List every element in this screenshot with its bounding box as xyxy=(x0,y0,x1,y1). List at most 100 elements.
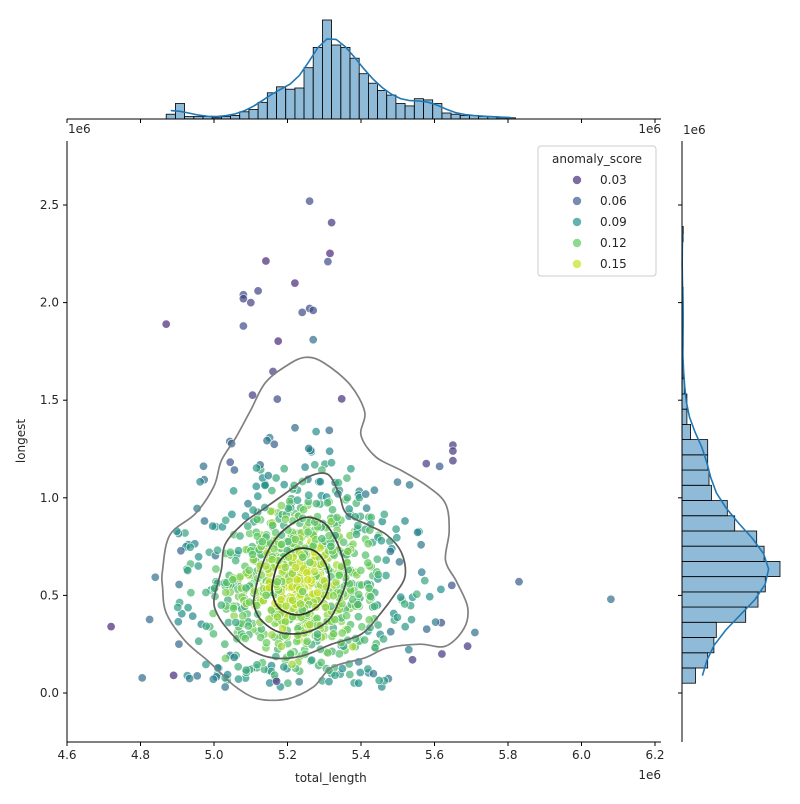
scatter-point xyxy=(447,580,457,590)
scatter-point xyxy=(353,612,363,622)
scatter-point xyxy=(291,562,301,572)
scatter-point xyxy=(373,570,383,580)
scatter-point xyxy=(448,446,458,456)
y-marginal-bar xyxy=(681,667,696,684)
scatter-point xyxy=(283,678,293,688)
x-tick-label: 5.6 xyxy=(425,748,444,762)
scatter-point xyxy=(183,603,193,613)
scatter-point xyxy=(323,648,333,658)
scatter-point xyxy=(269,439,279,449)
scatter-point xyxy=(304,443,314,453)
scatter-point xyxy=(174,579,184,589)
scatter-point xyxy=(391,524,401,534)
scatter-point xyxy=(345,669,355,679)
scatter-point xyxy=(246,298,256,308)
scatter-point xyxy=(248,390,258,400)
legend-label: 0.06 xyxy=(600,194,627,208)
scatter-point xyxy=(287,659,297,669)
y-marginal-bar xyxy=(681,500,728,517)
scatter-point xyxy=(436,584,446,594)
scatter-point xyxy=(240,633,250,643)
scatter-point xyxy=(241,665,251,675)
scatter-point xyxy=(199,461,209,471)
scatter-point xyxy=(431,617,441,627)
y-tick-label: 2.5 xyxy=(40,198,59,212)
scatter-point xyxy=(357,622,367,632)
scatter-point xyxy=(272,394,282,404)
scatter-point xyxy=(243,521,253,531)
scatter-point xyxy=(386,627,396,637)
scatter-point xyxy=(221,653,231,663)
scatter-point xyxy=(353,520,363,530)
y-marginal-bar xyxy=(681,484,712,501)
scatter-point xyxy=(280,514,290,524)
scatter-point xyxy=(177,609,187,619)
scatter-point xyxy=(221,587,231,597)
scatter-point xyxy=(150,572,160,582)
scatter-point xyxy=(354,678,364,688)
scatter-point xyxy=(292,575,302,585)
legend-swatch xyxy=(572,217,582,227)
scatter-point xyxy=(272,577,282,587)
legend-label: 0.09 xyxy=(600,215,627,229)
scatter-point xyxy=(268,520,278,530)
scatter-point xyxy=(192,671,202,681)
scatter-point xyxy=(324,677,334,687)
y-marginal-bar xyxy=(681,423,692,440)
legend-swatch xyxy=(572,238,582,248)
y-marginal-bar xyxy=(681,652,709,669)
scatter-point xyxy=(307,655,317,665)
x-tick-label: 5.2 xyxy=(278,748,297,762)
scatter-point xyxy=(337,628,347,638)
x-marginal-bar xyxy=(358,73,369,120)
scatter-point xyxy=(267,630,277,640)
scatter-point xyxy=(220,639,230,649)
scatter-point xyxy=(183,565,193,575)
scatter-point xyxy=(422,624,432,634)
scatter-point xyxy=(435,461,445,471)
x-tick-label: 6.0 xyxy=(572,748,591,762)
scatter-point xyxy=(279,662,289,672)
scatter-point xyxy=(448,456,458,466)
scatter-point xyxy=(173,602,183,612)
scatter-point xyxy=(329,629,339,639)
scatter-point xyxy=(368,669,378,679)
scatter-point xyxy=(346,464,356,474)
right-marginal-histogram xyxy=(678,141,781,742)
y-marginal-bar xyxy=(681,515,736,532)
x-marginal-bar xyxy=(340,47,351,120)
scatter-point xyxy=(373,620,383,630)
scatter-point xyxy=(334,649,344,659)
x-tick-label: 4.6 xyxy=(57,748,76,762)
scatter-point xyxy=(261,638,271,648)
scatter-point xyxy=(324,425,334,435)
y-marginal-bar xyxy=(681,637,715,654)
scatter-point xyxy=(193,561,203,571)
y-marginal-bar xyxy=(681,408,688,425)
x-marginal-bar xyxy=(165,113,176,120)
x-marginal-bar xyxy=(450,113,461,120)
scatter-point xyxy=(279,480,289,490)
scatter-point xyxy=(278,623,288,633)
scatter-point xyxy=(169,670,179,680)
scatter-point xyxy=(348,642,358,652)
scatter-point xyxy=(252,463,262,473)
scatter-point xyxy=(234,546,244,556)
kde-contour-outer xyxy=(160,356,469,702)
scatter-point xyxy=(261,256,271,266)
scatter-point xyxy=(280,562,290,572)
scatter-point xyxy=(337,664,347,674)
scatter-point xyxy=(353,599,363,609)
scatter-point xyxy=(400,516,410,526)
scatter-point xyxy=(360,550,370,560)
legend-label: 0.15 xyxy=(600,257,627,271)
scatter-point xyxy=(201,659,211,669)
scatter-point xyxy=(216,600,226,610)
scatter-point xyxy=(248,549,258,559)
top-marginal-histogram xyxy=(66,19,661,123)
scatter-point xyxy=(221,515,231,525)
scatter-point xyxy=(394,557,404,567)
x-marginal-bar xyxy=(312,47,323,120)
y-marginal-kde xyxy=(681,234,770,676)
scatter-point xyxy=(376,536,386,546)
